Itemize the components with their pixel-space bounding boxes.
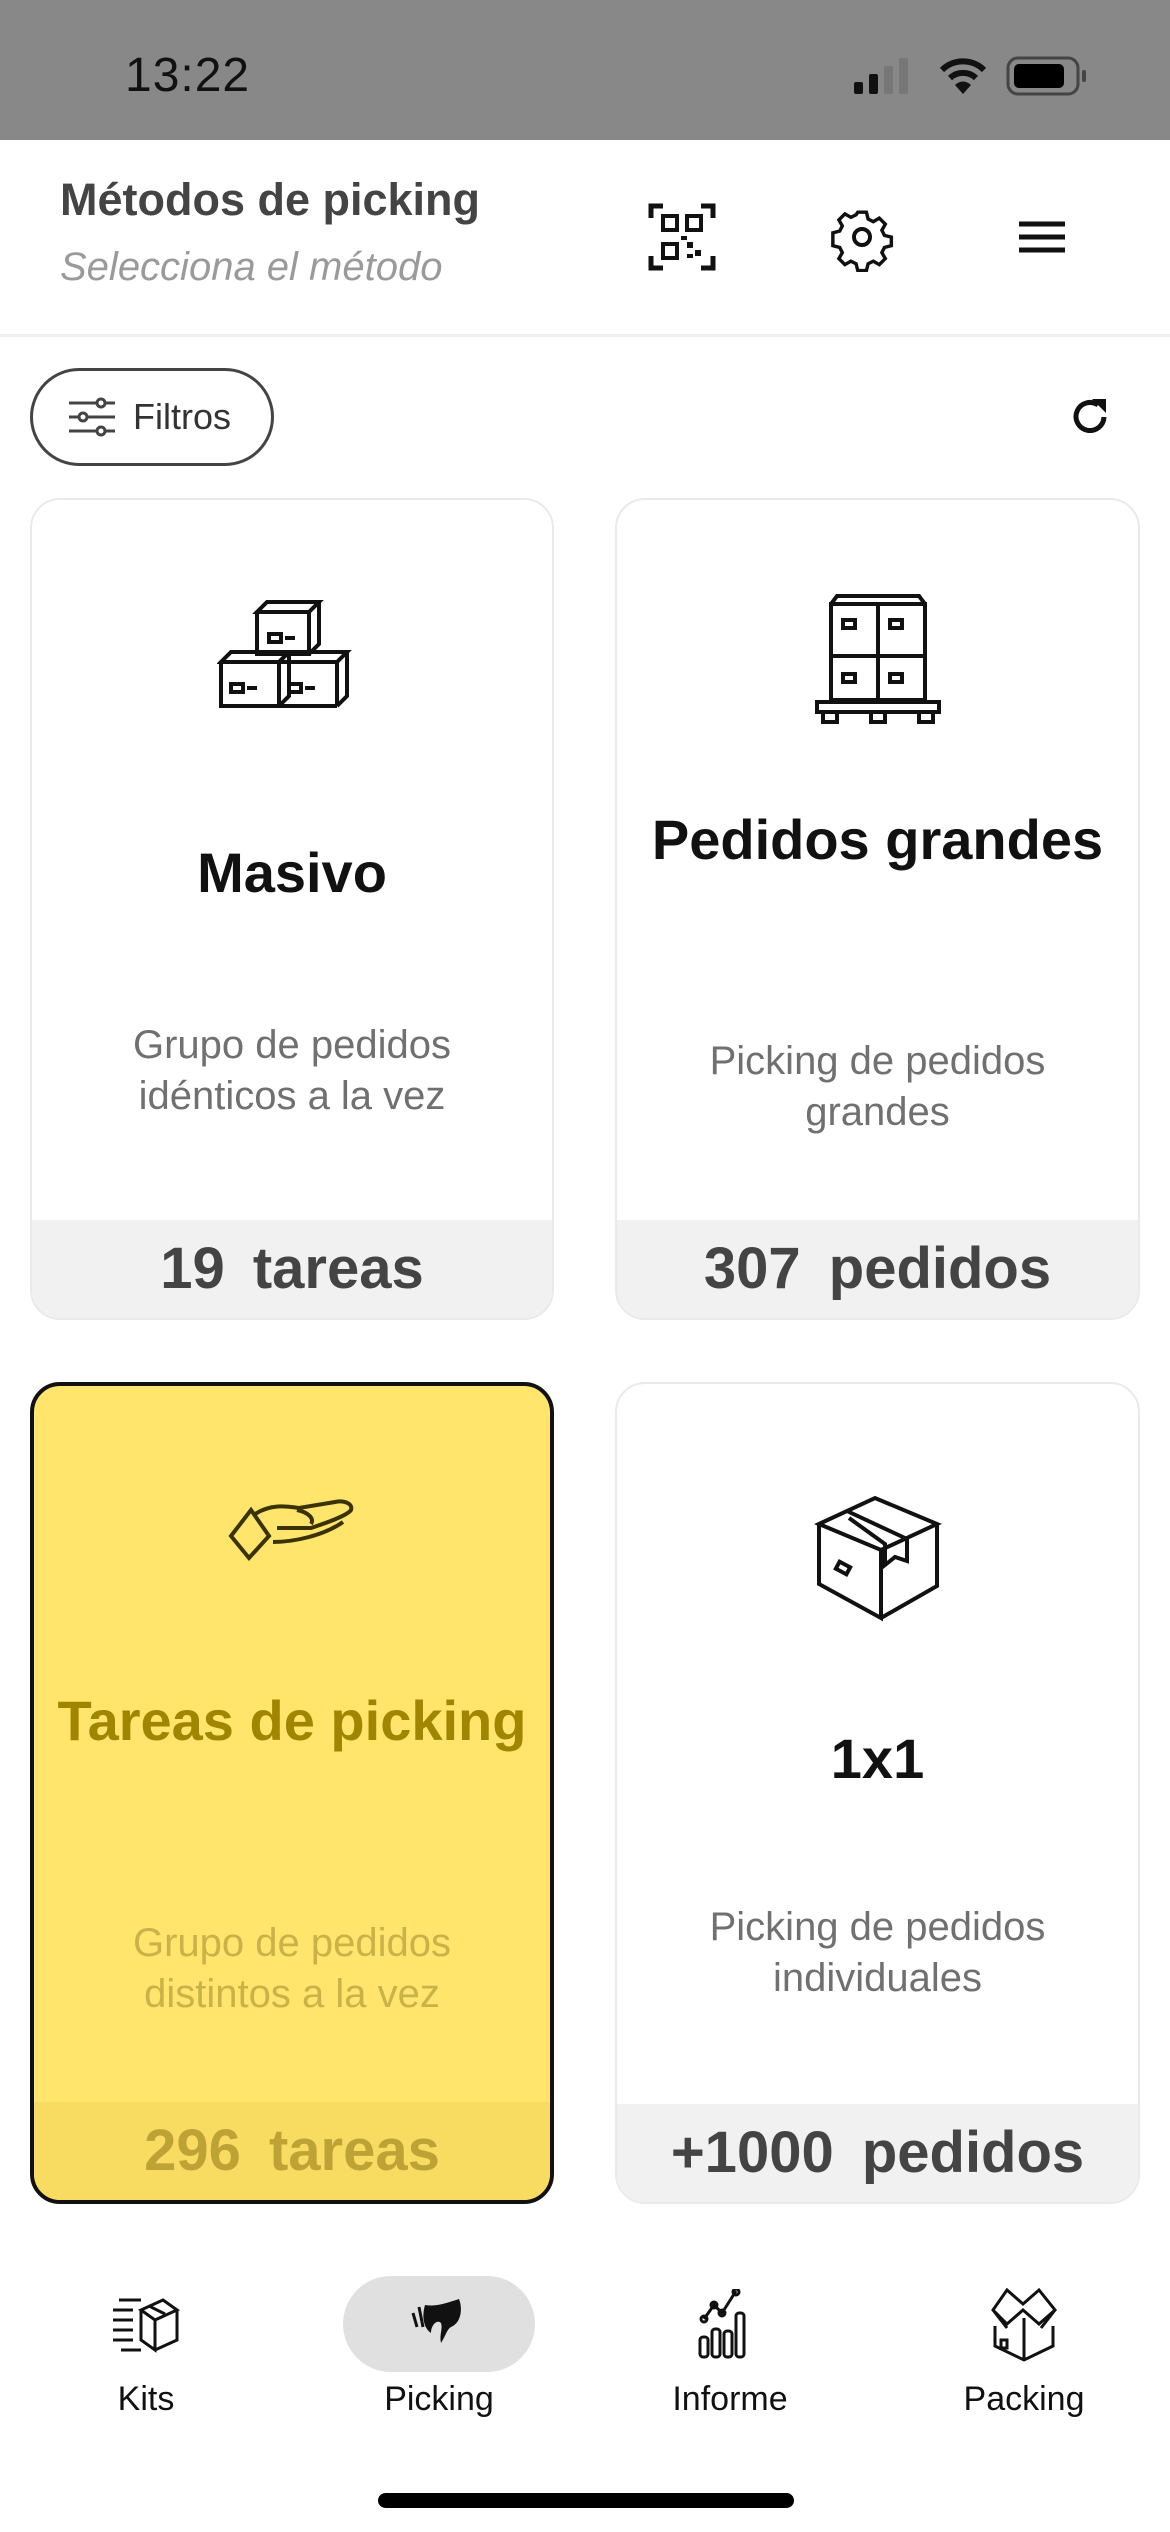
card-count: +1000 pedidos [617,2104,1138,2202]
page-title: Métodos de picking [60,174,481,225]
card-description: Grupo de pedidos distintos a la vez [132,1921,451,2016]
open-box-icon [991,2287,1058,2362]
card-count: 307 pedidos [617,1220,1138,1318]
card-description: Grupo de pedidos idénticos a la vez [132,1023,451,1118]
method-card-pedidos-grandes[interactable]: Pedidos grandes Picking de pedidos grand… [615,498,1140,1320]
chart-icon [698,2289,746,2359]
picking-hand-icon [411,2299,461,2343]
tab-label: Informe [672,2380,788,2418]
header: Métodos de picking Selecciona el método [0,140,1170,337]
method-card-tareas-de-picking[interactable]: Tareas de picking Grupo de pedidos disti… [30,1382,554,2204]
card-count: 296 tareas [34,2102,550,2200]
card-title: Tareas de picking [57,1689,527,1752]
card-description: Picking de pedidos individuales [709,1905,1046,2000]
tab-label: Packing [963,2380,1085,2418]
tab-packing[interactable]: Packing [914,2276,1134,2426]
tab-picking[interactable]: Picking [329,2276,549,2426]
signal-icon [854,58,908,94]
home-indicator [378,2493,794,2508]
kits-icon [113,2298,180,2353]
card-title: Pedidos grandes [651,808,1104,871]
wifi-icon [939,58,987,94]
card-count: 19 tareas [32,1220,552,1318]
pallet-icon [814,594,941,724]
hand-icon [228,1499,354,1562]
sliders-icon [69,397,115,437]
tab-informe[interactable]: Informe [620,2276,840,2426]
card-title: Masivo [197,841,387,904]
tab-kits[interactable]: Kits [36,2276,256,2426]
refresh-icon[interactable] [1068,395,1112,439]
tab-label: Picking [384,2380,494,2418]
status-bar: 13:22 [0,0,1170,140]
method-card-1x1[interactable]: 1x1 Picking de pedidos individuales +100… [615,1382,1140,2204]
method-card-masivo[interactable]: Masivo Grupo de pedidos idénticos a la v… [30,498,554,1320]
stacked-boxes-icon [217,600,352,708]
status-time: 13:22 [125,49,251,102]
qr-scan-icon[interactable] [647,202,717,272]
card-title: 1x1 [830,1727,925,1790]
gear-icon[interactable] [827,202,897,272]
box-icon [813,1495,942,1622]
page-subtitle: Selecciona el método [60,245,443,289]
battery-icon [1006,56,1086,96]
filters-button[interactable]: Filtros [30,368,274,466]
filters-label: Filtros [133,396,231,437]
card-description: Picking de pedidos grandes [709,1039,1046,1134]
tab-label: Kits [117,2380,175,2418]
menu-icon[interactable] [1007,202,1077,272]
